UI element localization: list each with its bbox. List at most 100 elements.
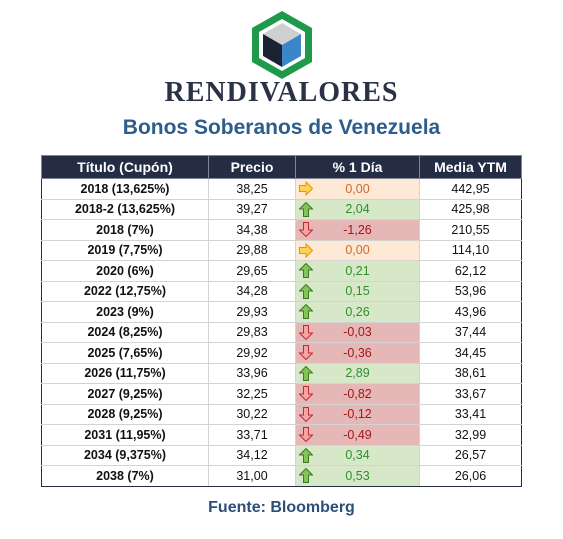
bond-title-cell: 2034 (9,375%) — [41, 444, 209, 466]
bond-title-cell: 2031 (11,95%) — [41, 424, 209, 446]
ytm-cell: 442,95 — [419, 178, 522, 200]
bond-title-cell: 2027 (9,25%) — [41, 383, 209, 405]
ytm-cell: 425,98 — [419, 198, 522, 220]
arrow-up-icon — [299, 468, 313, 483]
price-cell: 31,00 — [208, 465, 296, 487]
table-row: 2024 (8,25%) 29,83 -0,03 37,44 — [41, 321, 522, 343]
table-row: 2034 (9,375%) 34,12 0,34 26,57 — [41, 444, 522, 466]
ytm-cell: 32,99 — [419, 424, 522, 446]
arrow-up-icon — [299, 365, 313, 381]
ytm-cell: 62,12 — [419, 260, 522, 282]
table-row: 2023 (9%) 29,93 0,26 43,96 — [41, 301, 522, 323]
ytm-cell: 33,67 — [419, 383, 522, 405]
ytm-cell: 33,41 — [419, 403, 522, 425]
bond-title-cell: 2023 (9%) — [41, 301, 209, 323]
ytm-cell: 26,57 — [419, 444, 522, 466]
bond-title-cell: 2018 (7%) — [41, 219, 209, 241]
bond-title-cell: 2022 (12,75%) — [41, 280, 209, 302]
arrow-up-icon — [299, 447, 313, 463]
bond-title-cell: 2019 (7,75%) — [41, 239, 209, 261]
arrow-right-icon — [299, 181, 313, 196]
ytm-cell: 210,55 — [419, 219, 522, 241]
change-value: -0,49 — [343, 427, 372, 442]
ytm-cell: 38,61 — [419, 362, 522, 384]
price-cell: 29,93 — [208, 301, 296, 323]
arrow-down-icon — [299, 427, 313, 442]
arrow-down-icon — [299, 324, 313, 340]
column-header-ytm: Media YTM — [419, 155, 522, 179]
table-row: 2018 (13,625%) 38,25 0,00 442,95 — [41, 178, 522, 200]
price-cell: 29,65 — [208, 260, 296, 282]
ytm-cell: 34,45 — [419, 342, 522, 364]
change-cell: 0,26 — [295, 301, 420, 323]
price-cell: 39,27 — [208, 198, 296, 220]
table-row: 2025 (7,65%) 29,92 -0,36 34,45 — [41, 342, 522, 364]
table-row: 2020 (6%) 29,65 0,21 62,12 — [41, 260, 522, 282]
change-value: 2,04 — [345, 202, 370, 217]
price-cell: 34,38 — [208, 219, 296, 241]
change-value: -1,26 — [343, 222, 372, 237]
change-cell: 0,15 — [295, 280, 420, 302]
bond-title-cell: 2024 (8,25%) — [41, 321, 209, 343]
table-row: 2022 (12,75%) 34,28 0,15 53,96 — [41, 280, 522, 302]
source-note: Fuente: Bloomberg — [208, 499, 355, 516]
change-cell: 2,04 — [295, 198, 420, 220]
bond-title-cell: 2018 (13,625%) — [41, 178, 209, 200]
brand-name: RENDIVALORES — [164, 77, 399, 108]
change-value: -0,12 — [343, 407, 372, 422]
change-value: 0,00 — [345, 181, 370, 196]
price-cell: 32,25 — [208, 383, 296, 405]
change-cell: 0,53 — [295, 465, 420, 487]
change-cell: 0,00 — [295, 178, 420, 200]
ytm-cell: 26,06 — [419, 465, 522, 487]
ytm-cell: 37,44 — [419, 321, 522, 343]
change-cell: -0,82 — [295, 383, 420, 405]
price-cell: 34,12 — [208, 444, 296, 466]
change-value: 0,53 — [345, 468, 370, 483]
change-cell: -0,49 — [295, 424, 420, 446]
change-cell: -0,03 — [295, 321, 420, 343]
table-row: 2018 (7%) 34,38 -1,26 210,55 — [41, 219, 522, 241]
arrow-down-icon — [299, 406, 313, 422]
change-value: -0,03 — [343, 325, 372, 340]
bonds-table: Título (Cupón) Precio % 1 Día Media YTM … — [41, 155, 522, 487]
table-row: 2026 (11,75%) 33,96 2,89 38,61 — [41, 362, 522, 384]
table-row: 2038 (7%) 31,00 0,53 26,06 — [41, 465, 522, 487]
change-cell: 0,21 — [295, 260, 420, 282]
table-row: 2027 (9,25%) 32,25 -0,82 33,67 — [41, 383, 522, 405]
column-header-title: Título (Cupón) — [41, 155, 209, 179]
column-header-price: Precio — [208, 155, 296, 179]
change-value: 0,34 — [345, 448, 370, 463]
rendivalores-logo — [250, 10, 314, 80]
column-header-change: % 1 Día — [295, 155, 420, 179]
table-header-row: Título (Cupón) Precio % 1 Día Media YTM — [41, 155, 522, 179]
change-value: 0,26 — [345, 304, 370, 319]
change-cell: -0,36 — [295, 342, 420, 364]
change-value: 0,21 — [345, 263, 370, 278]
change-value: -0,36 — [343, 345, 372, 360]
bond-title-cell: 2026 (11,75%) — [41, 362, 209, 384]
change-cell: -1,26 — [295, 219, 420, 241]
change-value: -0,82 — [343, 386, 372, 401]
arrow-up-icon — [299, 263, 313, 278]
change-value: 0,00 — [345, 243, 370, 258]
arrow-up-icon — [299, 283, 313, 299]
price-cell: 34,28 — [208, 280, 296, 302]
price-cell: 29,92 — [208, 342, 296, 364]
arrow-down-icon — [299, 345, 313, 360]
ytm-cell: 53,96 — [419, 280, 522, 302]
arrow-right-icon — [299, 242, 313, 258]
price-cell: 38,25 — [208, 178, 296, 200]
bond-title-cell: 2028 (9,25%) — [41, 403, 209, 425]
price-cell: 29,83 — [208, 321, 296, 343]
change-cell: -0,12 — [295, 403, 420, 425]
table-row: 2031 (11,95%) 33,71 -0,49 32,99 — [41, 424, 522, 446]
ytm-cell: 114,10 — [419, 239, 522, 261]
bond-title-cell: 2020 (6%) — [41, 260, 209, 282]
change-value: 2,89 — [345, 366, 370, 381]
change-cell: 0,34 — [295, 444, 420, 466]
page-title: Bonos Soberanos de Venezuela — [122, 116, 441, 139]
table-row: 2018-2 (13,625%) 39,27 2,04 425,98 — [41, 198, 522, 220]
price-cell: 33,96 — [208, 362, 296, 384]
change-value: 0,15 — [345, 284, 370, 299]
